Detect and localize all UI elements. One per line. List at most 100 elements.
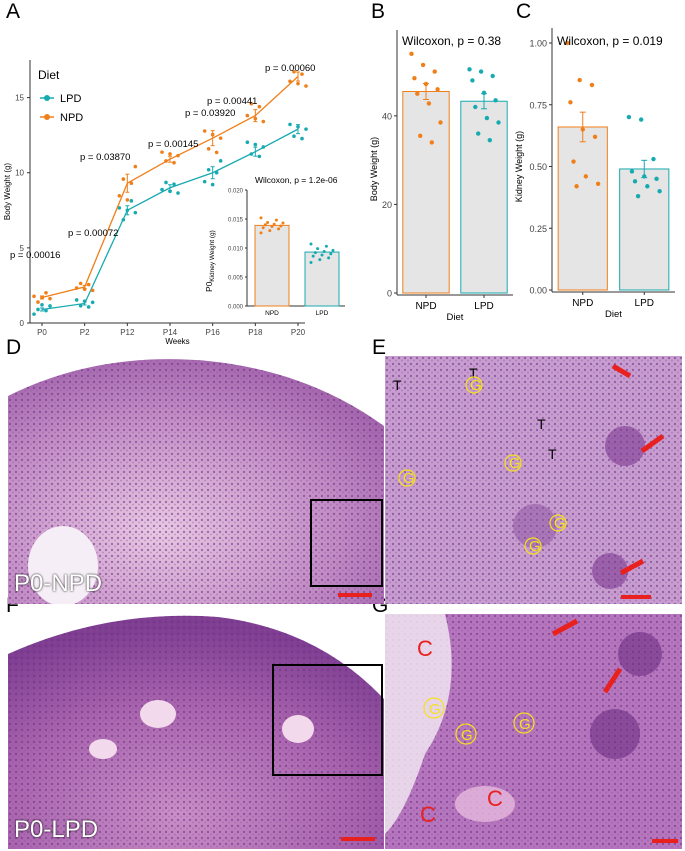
glomerulus-marker xyxy=(455,723,477,745)
glomerulus-label: G xyxy=(403,470,415,487)
data-point xyxy=(435,87,440,92)
data-point xyxy=(214,170,219,175)
data-point xyxy=(125,198,130,202)
p-value-label: p = 0.00016 xyxy=(10,250,60,261)
data-point xyxy=(420,62,426,68)
data-point xyxy=(164,159,168,163)
p-value-label: p = 0.00441 xyxy=(207,96,257,107)
inset-title: Wilcoxon, p = 1.2e-06 xyxy=(255,175,338,185)
inset-data-point xyxy=(309,242,313,246)
tubule-label: T xyxy=(537,416,546,432)
x-axis-label: Weeks xyxy=(165,337,189,346)
x-tick-label: LPD xyxy=(635,298,654,309)
scale-bar xyxy=(621,595,651,599)
histology-g-zoom: C C C G G G xyxy=(385,614,682,849)
y-axis-label: Body Weight (g) xyxy=(3,163,12,221)
data-point xyxy=(592,134,598,140)
y-tick-label: 0.00 xyxy=(529,286,547,296)
panel-label-a: A xyxy=(6,0,21,23)
data-point xyxy=(40,295,44,300)
data-point xyxy=(129,181,134,186)
legend-title: Diet xyxy=(38,68,60,82)
data-point xyxy=(654,176,659,182)
data-point xyxy=(90,288,95,293)
inset-y-tick-label: 0.020 xyxy=(228,189,244,195)
data-point xyxy=(645,184,650,189)
data-point xyxy=(125,208,130,213)
data-point xyxy=(74,298,79,302)
data-point xyxy=(478,69,484,74)
data-point xyxy=(484,115,490,121)
inset-x-tick-label: LPD xyxy=(316,310,329,317)
data-point xyxy=(635,193,641,199)
inset-data-point xyxy=(259,231,263,235)
data-point xyxy=(48,304,52,308)
data-point xyxy=(487,138,492,143)
arrow-g-2 xyxy=(602,667,623,694)
inset-y-tick-label: 0.015 xyxy=(228,218,244,224)
scale-bar xyxy=(341,837,375,841)
y-tick-label: 1.00 xyxy=(529,39,547,49)
data-point xyxy=(172,160,176,165)
inset-box xyxy=(272,664,383,776)
data-point xyxy=(412,76,417,81)
panel-label-c: C xyxy=(516,0,532,23)
data-point xyxy=(432,69,437,74)
data-point xyxy=(176,191,180,195)
data-point xyxy=(496,120,501,125)
glomerulus-label: G xyxy=(529,538,541,555)
data-point xyxy=(121,177,126,181)
p-value-label: p = 0.00060 xyxy=(265,63,315,74)
y-tick-label: 10 xyxy=(15,169,24,178)
data-point xyxy=(32,294,36,299)
glomerulus-marker xyxy=(549,514,567,532)
data-point xyxy=(438,120,443,125)
p-value-label: p = 0.03920 xyxy=(185,108,235,119)
x-axis-label: Diet xyxy=(447,312,464,323)
legend-swatch-dot xyxy=(44,95,50,101)
x-tick-label: NPD xyxy=(415,301,436,312)
data-point xyxy=(288,122,292,127)
glomerulus-label: G xyxy=(461,727,473,744)
data-point xyxy=(44,308,48,313)
legend-item-npd: NPD xyxy=(60,112,83,124)
data-point xyxy=(78,303,83,308)
data-point xyxy=(202,179,207,184)
data-point xyxy=(296,81,300,86)
data-point xyxy=(214,150,219,155)
data-point xyxy=(218,136,223,140)
x-tick-label: NPD xyxy=(572,298,593,309)
data-point xyxy=(245,140,250,145)
inset-data-point xyxy=(331,248,335,252)
scale-bar xyxy=(338,593,372,597)
glomerulus-marker xyxy=(465,376,483,394)
inset-data-point xyxy=(266,220,270,224)
p-value-label: p = 0.00145 xyxy=(148,139,198,150)
x-tick-label: P18 xyxy=(248,328,263,337)
data-point xyxy=(168,152,172,156)
inset-data-point xyxy=(261,226,265,230)
inset-data-point xyxy=(272,222,276,226)
data-point xyxy=(86,305,91,309)
cyst-label: C xyxy=(420,802,436,827)
glomerulus-marker xyxy=(524,537,542,555)
inset-data-point xyxy=(279,224,283,228)
data-point xyxy=(210,132,215,137)
inset-y-label: Kidney Weight (g) xyxy=(209,230,216,282)
data-point xyxy=(467,67,472,72)
y-tick-label: 5 xyxy=(20,244,25,253)
data-point xyxy=(261,119,266,124)
image-label-lpd: P0-LPD xyxy=(14,816,99,843)
glomerulus-label: G xyxy=(429,701,441,718)
data-point xyxy=(253,116,258,121)
data-point xyxy=(164,180,168,185)
histology-f-image xyxy=(8,614,384,849)
data-point xyxy=(470,78,475,83)
data-point xyxy=(218,159,223,163)
data-point xyxy=(36,300,40,304)
data-point xyxy=(409,51,414,57)
inset-data-point xyxy=(322,249,326,253)
p-value-label: p = 0.00072 xyxy=(68,228,118,239)
data-point xyxy=(129,199,134,203)
